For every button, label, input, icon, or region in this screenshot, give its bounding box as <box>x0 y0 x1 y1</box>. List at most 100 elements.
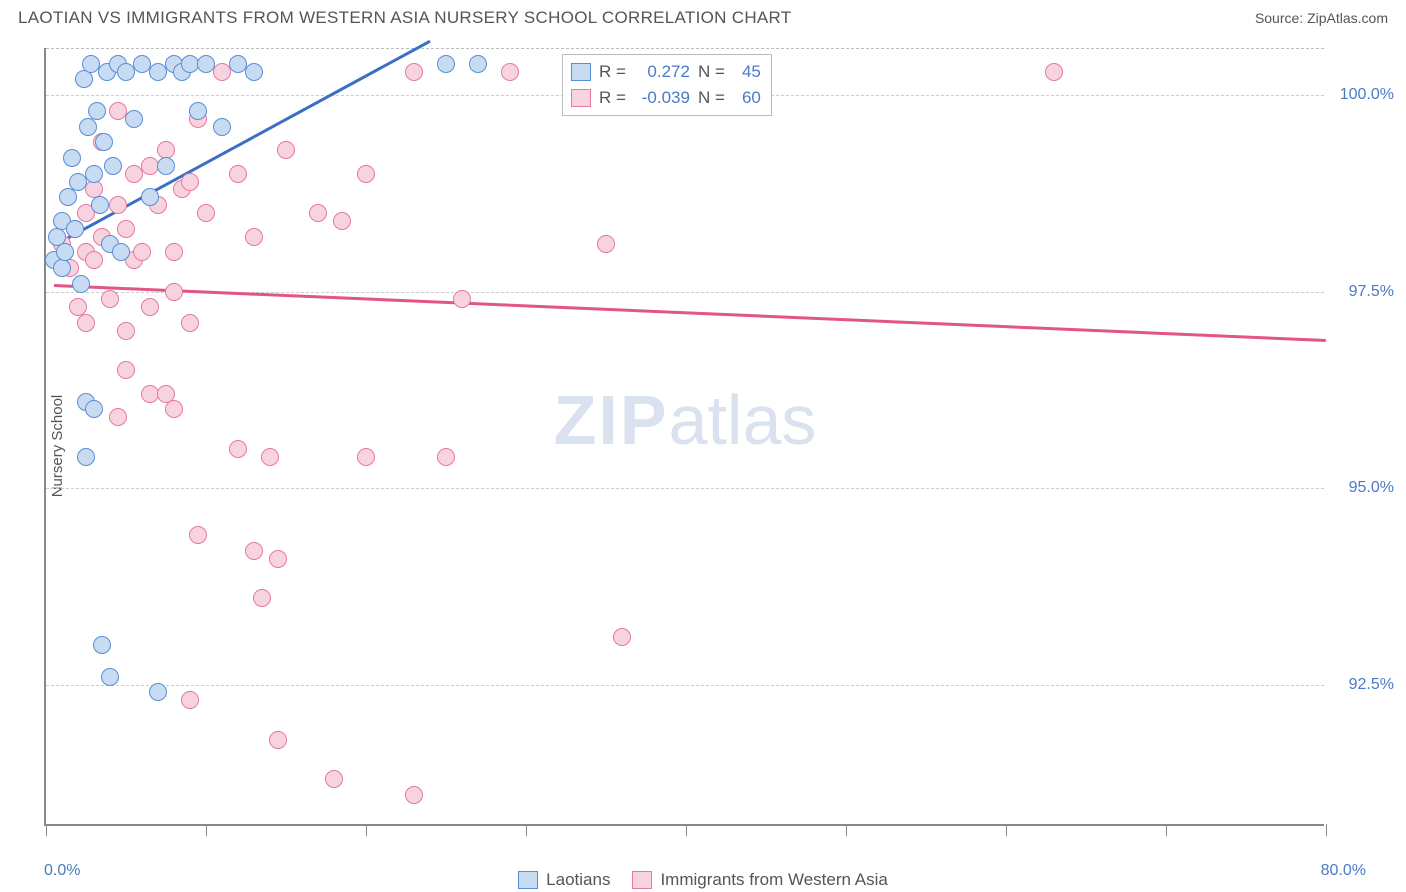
data-point <box>88 102 106 120</box>
data-point <box>77 448 95 466</box>
data-point <box>181 691 199 709</box>
x-tick <box>46 824 47 836</box>
data-point <box>405 63 423 81</box>
data-point <box>109 196 127 214</box>
data-point <box>165 400 183 418</box>
x-tick <box>686 824 687 836</box>
chart-header: LAOTIAN VS IMMIGRANTS FROM WESTERN ASIA … <box>0 0 1406 34</box>
data-point <box>189 526 207 544</box>
data-point <box>109 408 127 426</box>
x-tick <box>846 824 847 836</box>
swatch-western-asia <box>632 871 652 889</box>
data-point <box>501 63 519 81</box>
data-point <box>269 550 287 568</box>
data-point <box>277 141 295 159</box>
data-point <box>77 314 95 332</box>
n-value-western-asia: 60 <box>733 85 761 111</box>
data-point <box>141 188 159 206</box>
data-point <box>85 251 103 269</box>
data-point <box>333 212 351 230</box>
series-legend: Laotians Immigrants from Western Asia <box>0 870 1406 890</box>
gridline <box>46 488 1324 489</box>
y-tick-label: 95.0% <box>1349 479 1394 497</box>
data-point <box>112 243 130 261</box>
data-point <box>437 448 455 466</box>
data-point <box>597 235 615 253</box>
x-tick <box>206 824 207 836</box>
legend-label-laotians: Laotians <box>546 870 610 890</box>
chart-source: Source: ZipAtlas.com <box>1255 10 1388 26</box>
data-point <box>197 204 215 222</box>
data-point <box>75 70 93 88</box>
data-point <box>405 786 423 804</box>
data-point <box>181 314 199 332</box>
gridline <box>46 685 1324 686</box>
data-point <box>72 275 90 293</box>
data-point <box>63 149 81 167</box>
r-value-western-asia: -0.039 <box>634 85 690 111</box>
data-point <box>165 283 183 301</box>
x-tick-min: 0.0% <box>44 862 80 880</box>
data-point <box>269 731 287 749</box>
x-tick <box>1166 824 1167 836</box>
x-tick <box>526 824 527 836</box>
data-point <box>117 361 135 379</box>
data-point <box>469 55 487 73</box>
watermark-suffix: atlas <box>669 381 817 459</box>
data-point <box>309 204 327 222</box>
legend-row-laotians: R = 0.272 N = 45 <box>571 59 761 85</box>
data-point <box>197 55 215 73</box>
data-point <box>1045 63 1063 81</box>
data-point <box>245 542 263 560</box>
data-point <box>245 63 263 81</box>
swatch-laotians <box>571 63 591 81</box>
chart-title: LAOTIAN VS IMMIGRANTS FROM WESTERN ASIA … <box>18 8 792 28</box>
watermark-prefix: ZIP <box>554 381 669 459</box>
data-point <box>133 243 151 261</box>
watermark: ZIPatlas <box>554 380 817 460</box>
n-value-laotians: 45 <box>733 59 761 85</box>
r-value-laotians: 0.272 <box>634 59 690 85</box>
data-point <box>95 133 113 151</box>
data-point <box>165 243 183 261</box>
gridline-top-edge <box>46 48 1324 49</box>
r-label: R = <box>599 59 626 85</box>
data-point <box>189 102 207 120</box>
data-point <box>125 110 143 128</box>
data-point <box>229 440 247 458</box>
swatch-laotians <box>518 871 538 889</box>
scatter-plot-area: ZIPatlas <box>44 48 1324 826</box>
x-tick <box>366 824 367 836</box>
data-point <box>59 188 77 206</box>
data-point <box>85 400 103 418</box>
data-point <box>181 173 199 191</box>
data-point <box>261 448 279 466</box>
x-tick <box>1006 824 1007 836</box>
data-point <box>53 259 71 277</box>
data-point <box>117 322 135 340</box>
legend-item-western-asia: Immigrants from Western Asia <box>632 870 887 890</box>
n-label: N = <box>698 85 725 111</box>
x-tick <box>1326 824 1327 836</box>
swatch-western-asia <box>571 89 591 107</box>
x-tick-max: 80.0% <box>1321 862 1366 880</box>
data-point <box>66 220 84 238</box>
data-point <box>157 157 175 175</box>
data-point <box>437 55 455 73</box>
data-point <box>245 228 263 246</box>
legend-label-western-asia: Immigrants from Western Asia <box>660 870 887 890</box>
data-point <box>101 290 119 308</box>
data-point <box>229 165 247 183</box>
data-point <box>93 636 111 654</box>
data-point <box>453 290 471 308</box>
data-point <box>79 118 97 136</box>
data-point <box>325 770 343 788</box>
n-label: N = <box>698 59 725 85</box>
data-point <box>117 220 135 238</box>
y-tick-label: 97.5% <box>1349 283 1394 301</box>
data-point <box>141 298 159 316</box>
data-point <box>149 683 167 701</box>
y-tick-label: 92.5% <box>1349 676 1394 694</box>
data-point <box>613 628 631 646</box>
correlation-legend: R = 0.272 N = 45 R = -0.039 N = 60 <box>562 54 772 116</box>
